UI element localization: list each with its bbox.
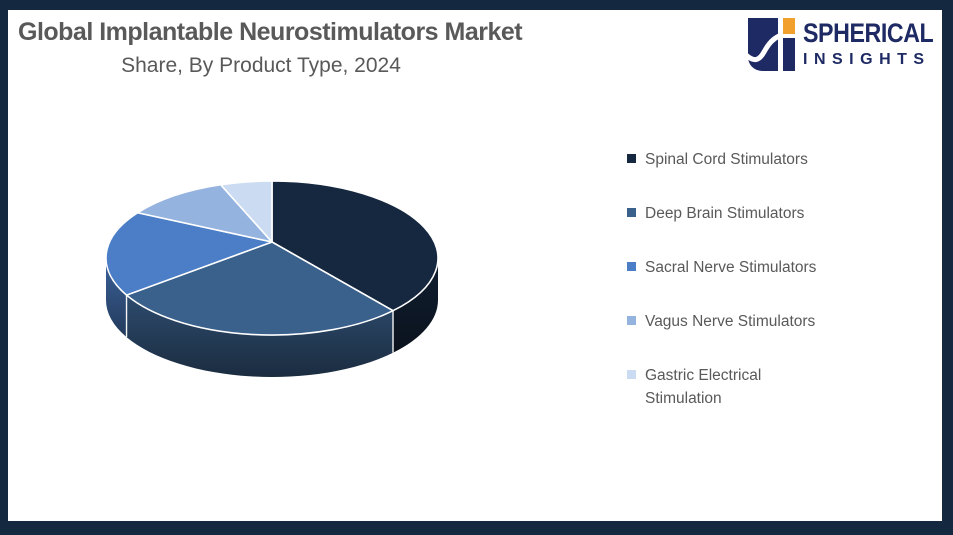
- pie-slice-2: [105, 211, 273, 296]
- legend-swatch: [627, 316, 636, 325]
- pie-side-0: [393, 258, 438, 353]
- chart-canvas: Global Implantable Neurostimulators Mark…: [8, 10, 942, 521]
- brand-name-bottom: INSIGHTS: [803, 51, 931, 69]
- legend-item: Spinal Cord Stimulators: [627, 148, 927, 202]
- legend-label: Spinal Cord Stimulators: [645, 151, 808, 168]
- logo-navy-bar: [783, 38, 795, 71]
- pie-slice-1: [125, 241, 394, 336]
- brand-wordmark: SPHERICAL INSIGHTS: [803, 18, 953, 68]
- legend-item: Vagus Nerve Stimulators: [627, 310, 927, 364]
- legend-swatch: [627, 208, 636, 217]
- spherical-insights-logo-icon: [747, 18, 795, 71]
- legend-item: Deep Brain Stimulators: [627, 202, 927, 256]
- legend-label: Sacral Nerve Stimulators: [645, 259, 817, 276]
- legend-label: Gastric Electrical Stimulation: [645, 367, 762, 408]
- pie-slice-3: [136, 183, 273, 243]
- legend-swatch: [627, 154, 636, 163]
- pie-slice-4: [219, 180, 273, 243]
- legend-swatch: [627, 370, 636, 379]
- pie-side-1: [126, 295, 394, 377]
- pie-side-2: [106, 258, 127, 338]
- brand-logo: SPHERICAL INSIGHTS: [747, 18, 953, 71]
- logo-swoosh: [747, 33, 781, 62]
- pie-slice-0: [271, 180, 439, 312]
- logo-orange-block: [783, 18, 795, 34]
- chart-legend: Spinal Cord Stimulators Deep Brain Stimu…: [627, 148, 927, 411]
- page-subtitle: Share, By Product Type, 2024: [121, 54, 401, 77]
- legend-item: Sacral Nerve Stimulators: [627, 256, 927, 310]
- legend-item: Gastric Electrical Stimulation: [627, 364, 927, 411]
- logo-square: [748, 18, 778, 71]
- legend-label: Deep Brain Stimulators: [645, 205, 805, 222]
- legend-swatch: [627, 262, 636, 271]
- legend-label: Vagus Nerve Stimulators: [645, 313, 816, 330]
- brand-name-top: SPHERICAL: [803, 18, 934, 48]
- page-title: Global Implantable Neurostimulators Mark…: [18, 18, 523, 46]
